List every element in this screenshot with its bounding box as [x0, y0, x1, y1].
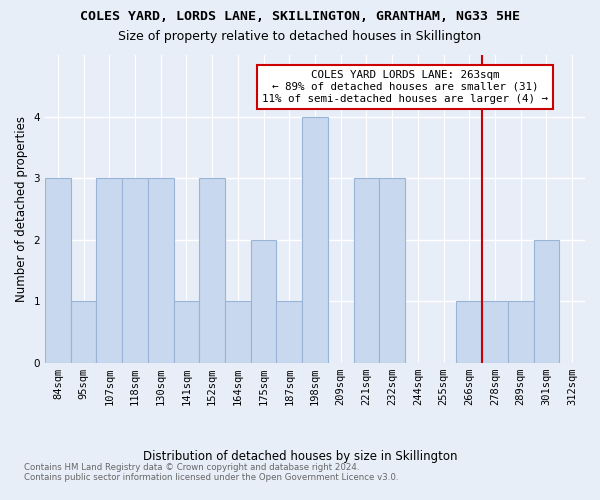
Bar [251, 240, 277, 362]
Bar [302, 116, 328, 362]
Bar [173, 301, 199, 362]
Text: Distribution of detached houses by size in Skillington: Distribution of detached houses by size … [143, 450, 457, 463]
Text: COLES YARD LORDS LANE: 263sqm
← 89% of detached houses are smaller (31)
11% of s: COLES YARD LORDS LANE: 263sqm ← 89% of d… [262, 70, 548, 104]
Text: COLES YARD, LORDS LANE, SKILLINGTON, GRANTHAM, NG33 5HE: COLES YARD, LORDS LANE, SKILLINGTON, GRA… [80, 10, 520, 23]
Bar [199, 178, 225, 362]
Bar [277, 301, 302, 362]
Y-axis label: Number of detached properties: Number of detached properties [15, 116, 28, 302]
Bar [457, 301, 482, 362]
Bar [482, 301, 508, 362]
Bar [71, 301, 97, 362]
Bar [353, 178, 379, 362]
Bar [148, 178, 173, 362]
Bar [225, 301, 251, 362]
Bar [122, 178, 148, 362]
Text: Contains HM Land Registry data © Crown copyright and database right 2024.
Contai: Contains HM Land Registry data © Crown c… [24, 463, 398, 482]
Text: Size of property relative to detached houses in Skillington: Size of property relative to detached ho… [118, 30, 482, 43]
Bar [45, 178, 71, 362]
Bar [97, 178, 122, 362]
Bar [379, 178, 405, 362]
Bar [533, 240, 559, 362]
Bar [508, 301, 533, 362]
